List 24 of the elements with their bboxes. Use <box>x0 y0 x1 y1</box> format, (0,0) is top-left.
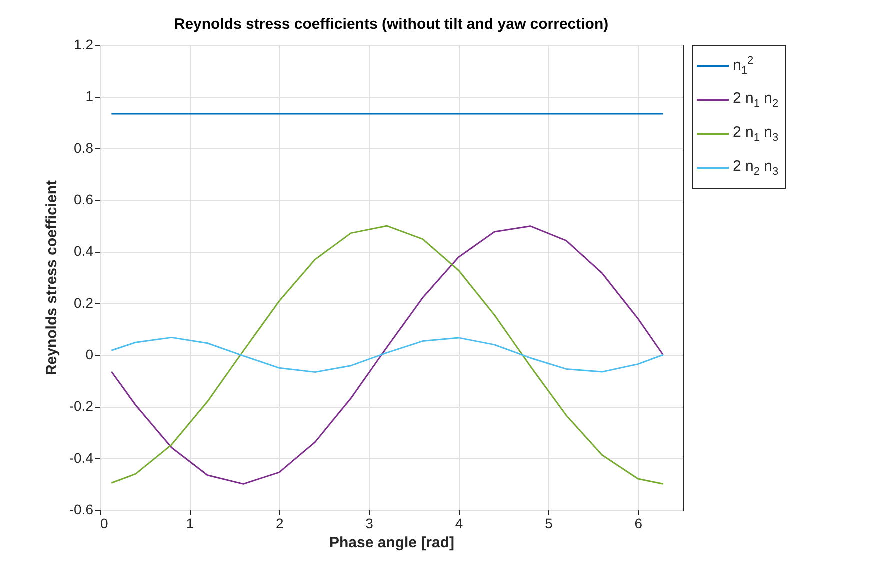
y-tick-label: 1.2 <box>74 36 94 52</box>
legend-label: 2 n$_{1}$ n$_{2}$ <box>733 90 779 110</box>
legend-label: 2 n$_{1}$ n$_{3}$ <box>733 124 779 144</box>
x-tick-label: 6 <box>634 516 643 532</box>
legend-label: 2 n$_{2}$ n$_{3}$ <box>733 158 779 178</box>
x-tick-label: 0 <box>100 516 108 532</box>
chart-title: Reynolds stress coefficients (without tilt and yaw correction) <box>174 16 609 33</box>
x-tick-label: 2 <box>276 516 284 532</box>
line-series <box>110 336 664 374</box>
x-axis-title: Phase angle [rad] <box>329 534 455 552</box>
x-tick-label: 1 <box>186 516 194 532</box>
x-tick-label: 3 <box>366 516 374 532</box>
y-tick-label: -0.4 <box>69 450 94 466</box>
x-tick-label: 4 <box>455 516 464 532</box>
y-axis-title: Reynolds stress coefficient <box>43 180 60 376</box>
y-tick-label: -0.2 <box>69 398 94 414</box>
y-tick-label: 0.8 <box>74 140 94 156</box>
y-tick-label: 0.6 <box>74 192 94 208</box>
y-tick-label: 1 <box>86 88 94 104</box>
x-tick-label: 5 <box>545 516 554 532</box>
y-tick-label: -0.6 <box>69 502 94 518</box>
y-tick-label: 0.2 <box>74 294 94 311</box>
y-tick-label: 0 <box>86 346 94 362</box>
y-tick-label: 0.4 <box>74 243 94 260</box>
